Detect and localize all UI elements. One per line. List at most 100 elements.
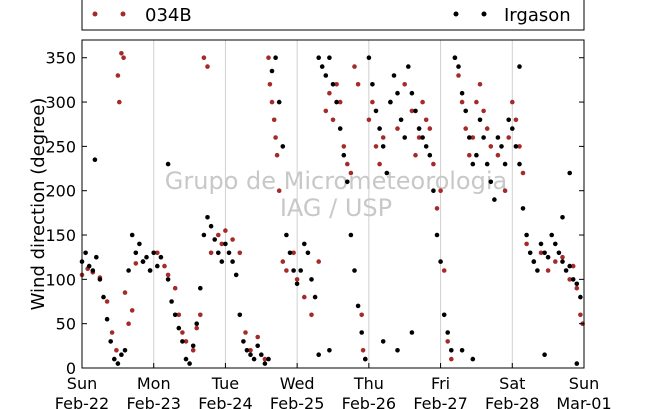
data-point — [262, 356, 268, 362]
data-point — [481, 108, 486, 114]
y-tick-label: 200 — [45, 182, 76, 201]
data-point — [140, 259, 146, 264]
data-point — [431, 188, 436, 193]
data-point — [233, 272, 239, 278]
data-point — [255, 343, 260, 349]
data-point — [560, 254, 565, 260]
data-point — [172, 312, 178, 318]
data-point — [348, 170, 354, 176]
y-tick-label: 50 — [56, 315, 76, 334]
data-point — [115, 73, 121, 78]
y-tick-label: 0 — [66, 359, 76, 378]
data-point — [520, 170, 526, 176]
data-point — [155, 250, 160, 256]
data-point — [92, 157, 98, 162]
data-point — [510, 126, 515, 131]
x-tick-label-date: Mar-01 — [556, 394, 611, 409]
data-point — [413, 108, 418, 114]
data-point — [201, 232, 207, 238]
data-point — [133, 261, 139, 266]
legend-label: 034B — [145, 5, 192, 26]
data-point — [359, 330, 365, 335]
data-point — [352, 64, 357, 69]
data-point — [398, 117, 404, 123]
data-point — [337, 99, 343, 105]
data-point — [327, 55, 332, 60]
data-point — [524, 232, 529, 238]
data-point — [459, 348, 465, 353]
data-point — [535, 268, 540, 273]
data-point — [305, 250, 311, 256]
data-point — [302, 294, 307, 300]
data-point — [187, 361, 192, 366]
legend-frame — [81, 0, 585, 31]
data-point — [545, 254, 551, 260]
data-point — [538, 241, 544, 247]
data-point — [574, 285, 580, 291]
data-point — [538, 250, 544, 256]
data-point — [316, 352, 322, 358]
data-point — [570, 263, 576, 269]
data-point — [355, 303, 361, 309]
data-point — [499, 144, 504, 149]
data-point — [302, 241, 307, 247]
data-point — [323, 73, 329, 78]
data-point — [280, 144, 286, 149]
data-point — [470, 356, 476, 362]
data-point — [402, 135, 408, 140]
data-point — [578, 312, 583, 318]
data-point — [366, 117, 372, 123]
legend-label: Irgason — [504, 5, 571, 26]
data-point — [373, 144, 379, 149]
data-point — [190, 343, 196, 349]
data-point — [502, 161, 508, 167]
data-point — [330, 82, 336, 87]
data-point — [474, 99, 479, 105]
data-point — [416, 126, 422, 131]
data-point — [280, 259, 286, 264]
data-point — [180, 330, 185, 335]
data-point — [477, 117, 483, 123]
data-point — [121, 55, 126, 60]
x-tick-label-date: Feb-23 — [126, 394, 180, 409]
data-point — [574, 281, 580, 287]
data-point — [420, 135, 425, 140]
data-point — [183, 339, 189, 344]
data-point — [456, 64, 461, 69]
data-point — [359, 312, 365, 318]
data-point — [108, 339, 113, 344]
data-point — [506, 117, 512, 123]
data-point — [291, 250, 296, 256]
data-point — [395, 348, 400, 353]
data-point — [158, 254, 164, 260]
data-point — [112, 356, 117, 362]
data-point — [330, 117, 336, 123]
watermark: Grupo de Micrometeorologia IAG / USP — [165, 167, 507, 222]
data-point — [370, 99, 375, 105]
data-point — [126, 268, 131, 273]
data-point — [312, 294, 318, 300]
data-point — [230, 237, 235, 242]
legend-marker — [120, 11, 126, 17]
data-point — [488, 144, 494, 149]
data-point — [237, 250, 243, 256]
data-point — [567, 170, 572, 176]
data-point — [434, 206, 440, 211]
data-point — [452, 55, 458, 60]
data-point — [237, 312, 243, 318]
data-point — [316, 55, 322, 60]
data-point — [273, 135, 278, 140]
data-point — [176, 312, 182, 318]
data-point — [117, 99, 122, 105]
data-point — [266, 356, 271, 362]
data-point — [380, 339, 386, 344]
data-point — [470, 161, 476, 167]
data-point — [409, 90, 415, 96]
data-point — [155, 263, 160, 269]
data-point — [133, 250, 139, 256]
data-point — [377, 126, 382, 131]
data-point — [434, 232, 440, 238]
data-point — [165, 277, 171, 282]
x-tick-label-day: Sun — [67, 374, 97, 393]
